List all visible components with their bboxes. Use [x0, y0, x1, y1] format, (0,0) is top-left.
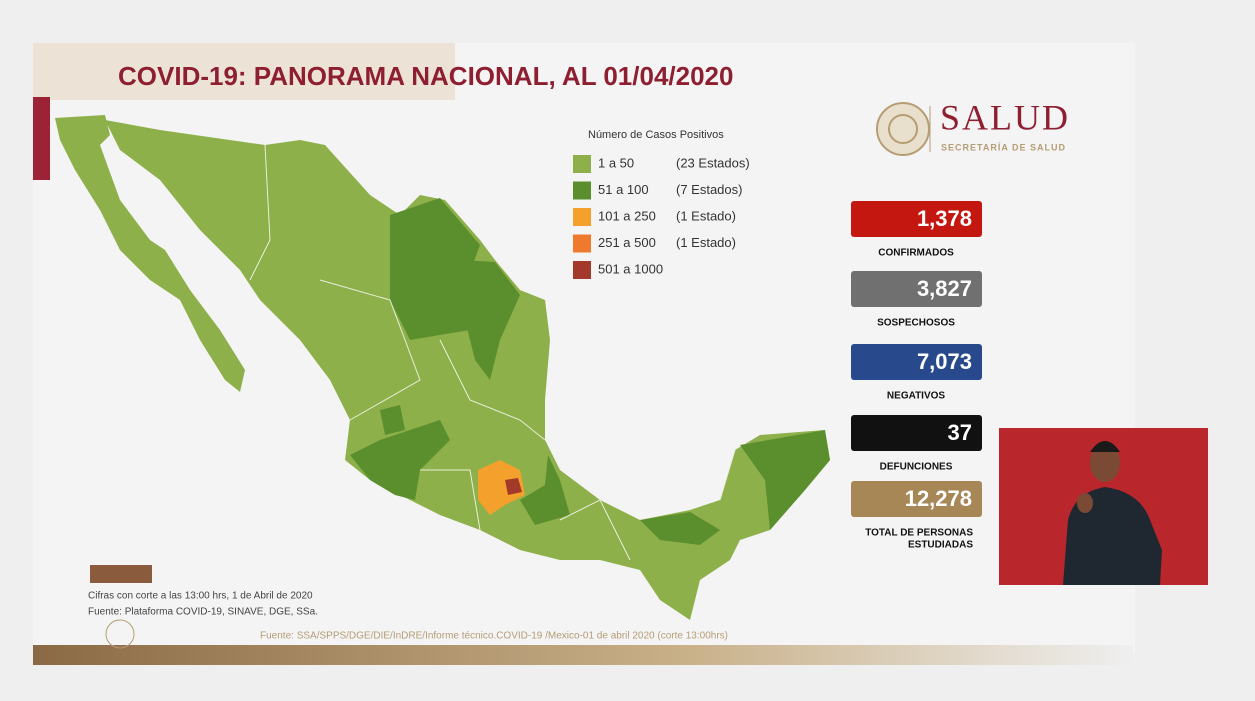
- region: [460, 260, 520, 380]
- stat-value: 7,073: [917, 349, 972, 374]
- footer-bar: [33, 645, 1133, 665]
- legend-swatch: [573, 234, 591, 253]
- stat-box: [851, 415, 982, 451]
- logo: SALUD SECRETARÍA DE SALUD: [876, 97, 1070, 156]
- stat-value: 12,278: [905, 486, 972, 511]
- stat-box: [851, 481, 982, 517]
- region: [505, 478, 522, 495]
- logo-name: SALUD: [940, 97, 1070, 137]
- legend-range: 501 a 1000: [598, 261, 663, 276]
- stat-box: [851, 271, 982, 307]
- logo-subtitle: SECRETARÍA DE SALUD: [941, 142, 1066, 152]
- region: [520, 455, 570, 525]
- region: [478, 460, 525, 515]
- stat-value: 1,378: [917, 206, 972, 231]
- legend-count: (1 Estado): [676, 235, 736, 250]
- region: [740, 430, 830, 530]
- region: [105, 120, 830, 620]
- stat-label: SOSPECHOSOS: [877, 318, 955, 329]
- region: [640, 512, 720, 545]
- region: [55, 115, 245, 392]
- title: COVID-19: PANORAMA NACIONAL, AL 01/04/20…: [118, 61, 733, 91]
- stat-label: DEFUNCIONES: [880, 462, 953, 473]
- stat-box: [851, 201, 982, 237]
- legend-range: 51 a 100: [598, 182, 649, 197]
- legend-swatch: [573, 155, 591, 173]
- stats: 1,378 CONFIRMADOS 3,827 SOSPECHOSOS 7,073 NEG…: [851, 201, 982, 551]
- region: [350, 420, 450, 500]
- legend-swatch: [573, 208, 591, 226]
- region: [380, 405, 405, 435]
- source: Fuente: SSA/SPPS/DGE/DIE/InDRE/Informe t…: [260, 631, 728, 642]
- legend-count: (7 Estados): [676, 182, 742, 197]
- stat-value: 3,827: [917, 276, 972, 301]
- stat-value: 37: [948, 420, 972, 445]
- legend-swatch: [573, 261, 591, 279]
- legend-range: 1 a 50: [598, 155, 634, 170]
- legend-count: (1 Estado): [676, 208, 736, 223]
- map: [55, 115, 830, 620]
- legend-count: (23 Estados): [676, 155, 750, 170]
- region: [390, 198, 480, 340]
- legend: 1 a 50 (23 Estados) 51 a 100 (7 Estados) 101…: [573, 155, 750, 279]
- stat-label: TOTAL DE PERSONAS: [865, 528, 973, 539]
- note: Cifras con corte a las 13:00 hrs, 1 de A…: [88, 591, 313, 602]
- stat-box: [851, 344, 982, 380]
- legend-range: 251 a 500: [598, 235, 656, 250]
- interpreter-video: [999, 428, 1208, 585]
- stat-label: ESTUDIADAS: [908, 540, 973, 551]
- title-band: [33, 43, 455, 100]
- legend-range: 101 a 250: [598, 208, 656, 223]
- note: Fuente: Plataforma COVID-19, SINAVE, DGE…: [88, 607, 318, 618]
- legend-swatch: [573, 181, 591, 200]
- footer-logos: [90, 565, 152, 649]
- stat-label: NEGATIVOS: [887, 391, 945, 402]
- accent-strip: [33, 97, 50, 180]
- stat-label: CONFIRMADOS: [878, 248, 954, 259]
- legend-title: Número de Casos Positivos: [588, 129, 724, 141]
